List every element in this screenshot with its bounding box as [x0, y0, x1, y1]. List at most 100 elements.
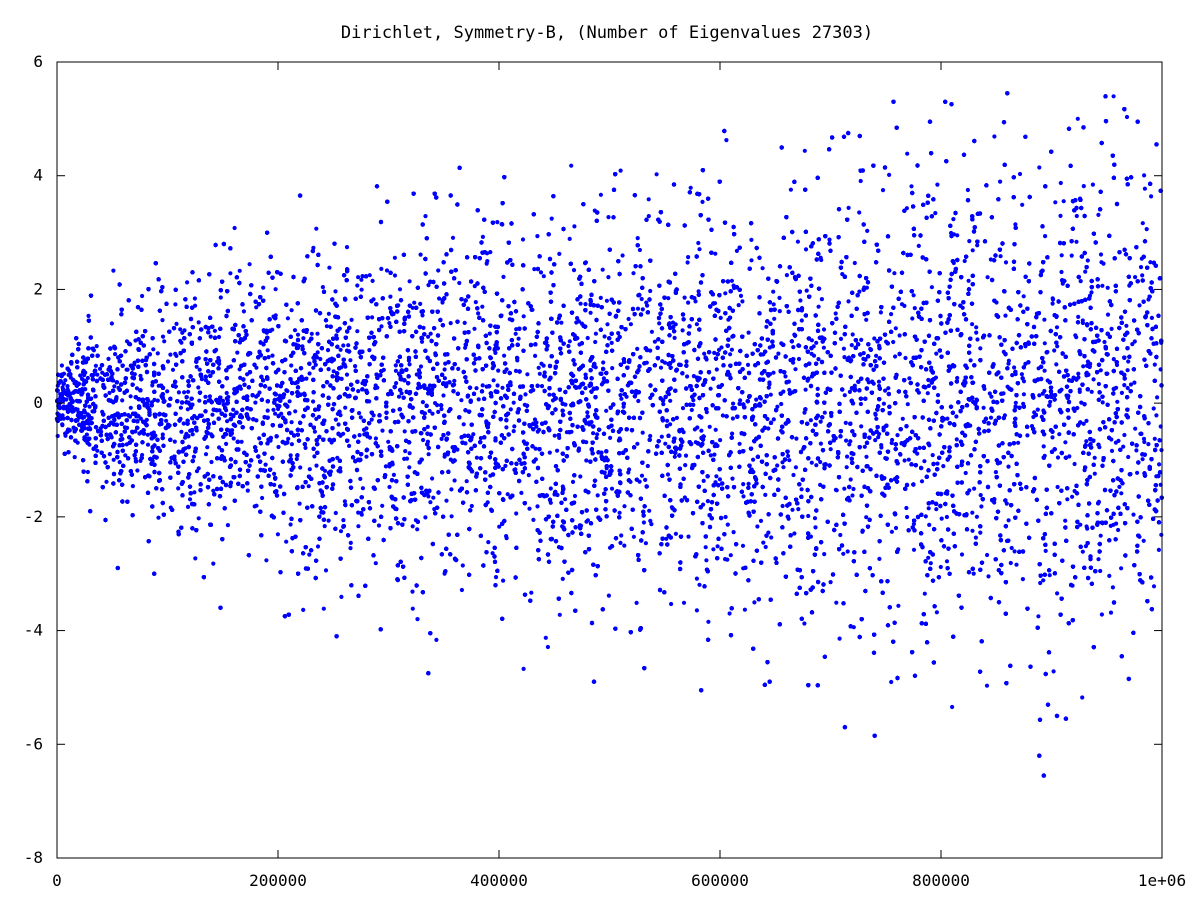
- data-point: [809, 351, 814, 356]
- data-point: [989, 394, 994, 399]
- data-point: [539, 361, 544, 366]
- data-point: [535, 504, 540, 509]
- data-point: [1020, 577, 1025, 582]
- data-point: [410, 606, 415, 611]
- data-point: [842, 393, 847, 398]
- data-point: [205, 445, 210, 450]
- data-point: [1079, 400, 1084, 405]
- data-point: [334, 333, 339, 338]
- data-point: [1122, 432, 1127, 438]
- data-point: [207, 394, 212, 399]
- data-point: [530, 307, 535, 312]
- data-point: [694, 608, 700, 613]
- data-point: [713, 251, 718, 256]
- data-point: [439, 436, 444, 441]
- data-point: [532, 267, 537, 272]
- data-point: [335, 455, 340, 460]
- data-point: [909, 184, 914, 189]
- data-point: [822, 410, 827, 415]
- data-point: [970, 528, 975, 533]
- data-point: [1076, 314, 1081, 319]
- data-point: [648, 433, 653, 439]
- data-point: [686, 300, 691, 305]
- data-point: [1081, 184, 1086, 189]
- data-point: [916, 243, 921, 248]
- data-point: [541, 274, 546, 279]
- data-point: [164, 418, 169, 423]
- data-point: [926, 377, 931, 383]
- data-point: [926, 555, 931, 560]
- data-point: [791, 472, 796, 478]
- data-point: [514, 327, 519, 332]
- data-point: [654, 172, 659, 177]
- data-point: [326, 367, 331, 372]
- data-point: [155, 398, 160, 403]
- data-point: [548, 486, 553, 491]
- data-point: [456, 366, 461, 371]
- data-point: [138, 416, 143, 421]
- data-point: [1013, 400, 1018, 405]
- data-point: [1037, 393, 1042, 398]
- data-point: [723, 514, 728, 520]
- data-point: [621, 404, 626, 409]
- data-point: [442, 376, 447, 381]
- data-point: [917, 445, 922, 450]
- data-point: [729, 278, 735, 283]
- data-point: [790, 507, 795, 512]
- data-point: [472, 284, 477, 289]
- data-point: [944, 559, 950, 564]
- data-point: [485, 259, 490, 264]
- data-point: [668, 422, 673, 427]
- data-point: [87, 404, 92, 409]
- data-point: [220, 398, 226, 403]
- data-point: [1091, 377, 1096, 382]
- data-point: [893, 354, 898, 359]
- data-point: [886, 386, 891, 391]
- data-point: [926, 383, 932, 388]
- data-point: [1096, 212, 1101, 217]
- data-point: [176, 486, 181, 491]
- data-point: [404, 456, 410, 461]
- data-point: [97, 366, 103, 371]
- data-point: [1117, 484, 1122, 489]
- data-point: [716, 347, 722, 352]
- data-point: [616, 331, 621, 336]
- data-point: [418, 252, 423, 257]
- data-point: [851, 486, 856, 492]
- data-point: [464, 479, 469, 484]
- data-point: [966, 278, 971, 283]
- data-point: [560, 576, 565, 582]
- data-point: [1080, 549, 1085, 554]
- data-point: [94, 344, 99, 349]
- data-point: [838, 336, 844, 341]
- data-point: [718, 438, 723, 443]
- data-point: [1149, 315, 1154, 320]
- data-point: [775, 463, 780, 468]
- data-point: [1142, 173, 1147, 178]
- data-point: [452, 478, 457, 483]
- data-point: [314, 463, 319, 468]
- data-point: [311, 365, 316, 370]
- data-point: [588, 310, 593, 315]
- data-point: [569, 163, 574, 168]
- data-point: [701, 478, 706, 483]
- data-point: [420, 313, 425, 318]
- data-point: [819, 297, 825, 302]
- data-point: [415, 527, 420, 532]
- data-point: [585, 518, 591, 523]
- data-point: [567, 339, 572, 344]
- data-point: [803, 387, 808, 392]
- data-point: [1148, 260, 1153, 265]
- data-point: [203, 394, 208, 399]
- data-point: [396, 394, 402, 399]
- data-point: [266, 355, 271, 360]
- data-point: [514, 511, 519, 516]
- data-point: [315, 331, 320, 336]
- data-point: [706, 619, 711, 624]
- data-point: [799, 487, 804, 492]
- data-point: [284, 388, 289, 393]
- data-point: [609, 486, 615, 491]
- data-point: [833, 487, 839, 492]
- data-point: [1084, 439, 1089, 444]
- data-point: [649, 329, 655, 334]
